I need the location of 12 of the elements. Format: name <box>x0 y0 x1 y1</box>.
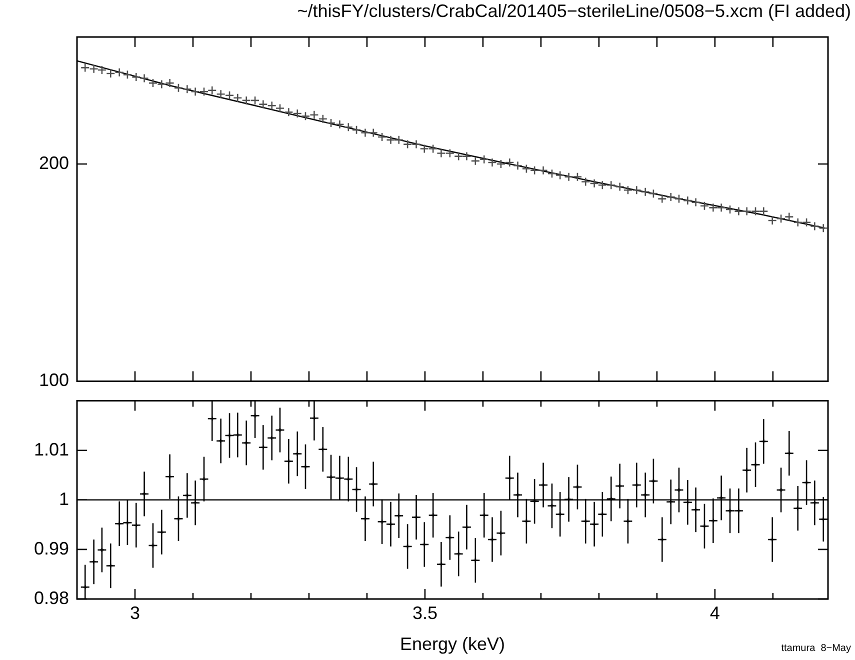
y-tick-label: 0.99 <box>34 538 69 558</box>
x-tick-label: 4 <box>710 602 720 623</box>
y-tick-label: 100 <box>38 370 69 390</box>
text: ttamura 8−May <box>781 643 851 654</box>
x-tick-label: 3.5 <box>412 602 438 623</box>
y-tick-label: 0.98 <box>34 588 69 608</box>
x-axis-title: Energy (keV) <box>400 634 506 654</box>
chart-title: ~/thisFY/clusters/CrabCal/201405−sterileLine/0508−5.xcm (FI added) <box>297 1 851 22</box>
y-tick-label: 1 <box>58 488 69 509</box>
y-tick-label: 200 <box>38 153 69 174</box>
x-tick-label: 3 <box>130 602 140 623</box>
y-tick-label: 1.01 <box>34 439 69 460</box>
